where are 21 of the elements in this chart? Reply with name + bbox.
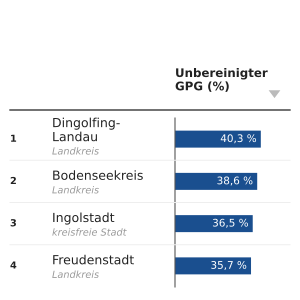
data-label: 38,6 % [217, 176, 252, 186]
text: Landkreis [52, 186, 99, 194]
bar [175, 215, 253, 232]
text: kreisfreie Stadt [52, 228, 127, 236]
data-label: 40,3 % [220, 134, 256, 144]
bar [175, 172, 258, 190]
text: 4 [10, 261, 16, 269]
data-label: 36,5 % [212, 218, 248, 228]
text: Landkreis [52, 270, 99, 278]
text: 2 [10, 176, 16, 184]
y-tick-label: Freudenstadt [53, 254, 134, 264]
text: Landkreis [52, 147, 99, 155]
data-label: 35,7 % [211, 261, 246, 270]
text: 3 [10, 219, 16, 226]
y-tick-label: Ingolstadt [53, 212, 114, 225]
y-tick-label: Dingolfing-Landau [53, 118, 120, 142]
bar [175, 257, 252, 274]
chart-title: Unbereinigter GPG (%) [176, 68, 268, 92]
bar [175, 130, 261, 148]
text: 1 [11, 134, 16, 142]
y-tick-label: Bodenseekreis [53, 170, 143, 180]
